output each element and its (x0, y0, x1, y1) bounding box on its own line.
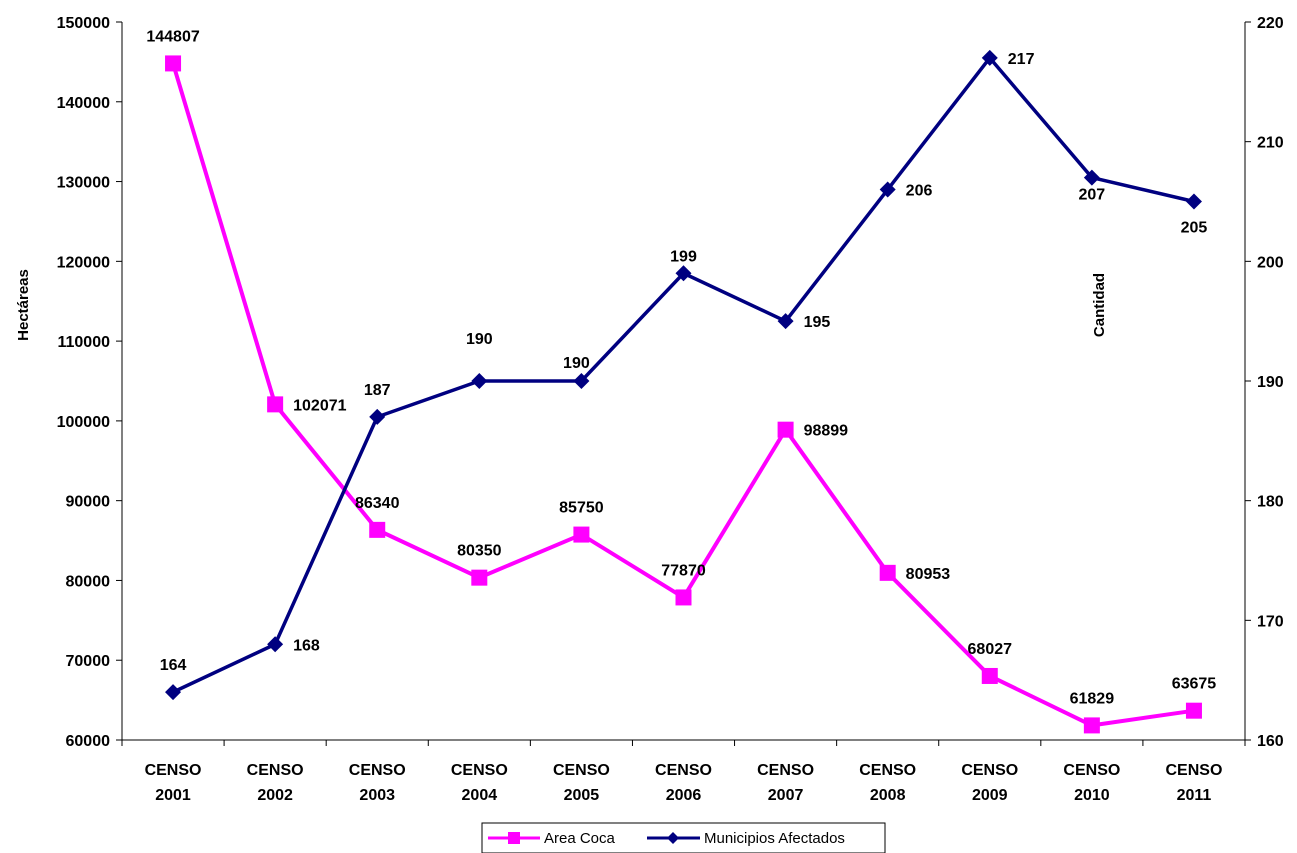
x-tick-label: CENSO (349, 762, 406, 779)
data-label-municipios: 190 (466, 331, 493, 348)
data-labels: 144807 102071 86340 80350 85750 77870 98899 809… (146, 28, 1216, 707)
x-tick-label: CENSO (553, 762, 610, 779)
x-tick-label: 2001 (155, 787, 191, 804)
legend-label-municipios: Municipios Afectados (704, 830, 845, 847)
y2-tick-label: 220 (1257, 15, 1284, 32)
data-point-municipios (879, 181, 896, 198)
y2-axis-title: Cantidad (1091, 273, 1108, 337)
data-label-area-coca: 86340 (355, 495, 400, 512)
data-point-municipios (1083, 169, 1100, 186)
data-label-municipios: 199 (670, 248, 697, 265)
axes (116, 21, 1251, 746)
data-point-area-coca (267, 396, 284, 413)
data-label-area-coca: 63675 (1172, 676, 1217, 693)
legend-marker-municipios (667, 832, 679, 844)
x-tick-label: CENSO (247, 762, 304, 779)
x-tick-label: 2008 (870, 787, 906, 804)
data-point-municipios (471, 373, 488, 389)
x-tick-label: 2007 (768, 787, 804, 804)
x-tick-label: 2005 (564, 787, 600, 804)
y-tick-label: 80000 (66, 573, 111, 590)
data-label-area-coca: 85750 (559, 500, 604, 517)
data-label-area-coca: 80953 (906, 566, 951, 583)
x-tick-label: CENSO (961, 762, 1018, 779)
data-point-municipios (777, 313, 794, 330)
data-label-area-coca: 68027 (968, 641, 1013, 658)
data-label-municipios: 168 (293, 637, 320, 654)
data-point-municipios (165, 684, 182, 701)
data-point-area-coca (675, 589, 692, 606)
y-tick-label: 70000 (66, 653, 111, 670)
y-tick-label: 130000 (57, 175, 110, 192)
series-group (165, 49, 1202, 734)
data-point-municipios (573, 373, 590, 389)
x-tick-label: CENSO (1166, 762, 1223, 779)
x-tick-label: CENSO (655, 762, 712, 779)
x-tick-label: 2004 (462, 787, 498, 804)
data-label-area-coca: 77870 (661, 562, 706, 579)
y2-tick-label: 190 (1257, 374, 1284, 391)
x-tick-label: CENSO (1063, 762, 1120, 779)
data-label-municipios: 206 (906, 183, 933, 200)
data-label-municipios: 187 (364, 382, 391, 399)
data-label-municipios: 164 (160, 657, 187, 674)
data-label-area-coca: 144807 (146, 28, 199, 45)
data-point-area-coca (471, 569, 488, 586)
data-point-area-coca (369, 521, 386, 538)
y-tick-label: 140000 (57, 95, 110, 112)
data-point-area-coca (777, 421, 794, 438)
x-tick-label: 2010 (1074, 787, 1110, 804)
y2-tick-label: 210 (1257, 135, 1284, 152)
x-tick-label: 2002 (257, 787, 293, 804)
data-point-area-coca (1185, 702, 1202, 719)
data-point-municipios (267, 636, 284, 653)
data-point-area-coca (879, 564, 896, 581)
legend-label-area-coca: Area Coca (544, 830, 616, 847)
data-point-municipios (675, 265, 692, 282)
y-axis-title: Hectáreas (15, 269, 32, 341)
data-label-area-coca: 80350 (457, 543, 502, 560)
x-tick-label: CENSO (859, 762, 916, 779)
y-tick-label: 120000 (57, 254, 110, 271)
x-tick-label: CENSO (757, 762, 814, 779)
x-tick-label: 2009 (972, 787, 1008, 804)
data-label-municipios: 207 (1079, 187, 1106, 204)
y2-tick-label: 180 (1257, 494, 1284, 511)
x-tick-label: 2006 (666, 787, 702, 804)
y-tick-label: 90000 (66, 494, 111, 511)
data-point-area-coca (1083, 717, 1100, 734)
data-label-municipios: 190 (563, 355, 590, 372)
data-point-area-coca (981, 667, 998, 684)
data-point-municipios (1185, 193, 1202, 210)
data-point-area-coca (165, 55, 182, 72)
legend: Area Coca Municipios Afectados (481, 822, 886, 853)
data-label-area-coca: 102071 (293, 397, 346, 414)
series-line-area-coca (171, 62, 1195, 728)
data-label-municipios: 195 (804, 314, 831, 331)
y-tick-label: 150000 (57, 15, 110, 32)
x-tick-label: 2011 (1177, 787, 1212, 804)
y2-tick-label: 160 (1257, 733, 1284, 750)
y-tick-label: 110000 (57, 334, 110, 351)
data-point-area-coca (573, 526, 590, 543)
data-label-area-coca: 61829 (1070, 690, 1115, 707)
x-tick-label: CENSO (145, 762, 202, 779)
y2-tick-label: 200 (1257, 254, 1284, 271)
data-point-municipios (981, 49, 998, 66)
data-label-municipios: 217 (1008, 51, 1035, 68)
data-label-area-coca: 98899 (804, 423, 849, 440)
data-point-municipios (369, 408, 386, 425)
y-tick-label: 60000 (66, 733, 111, 750)
y-tick-label: 100000 (57, 414, 110, 431)
tick-labels: 60000 70000 80000 90000 100000 110000 120000 13… (57, 15, 1284, 804)
y2-tick-label: 170 (1257, 613, 1284, 630)
x-tick-label: CENSO (451, 762, 508, 779)
x-tick-label: 2003 (359, 787, 395, 804)
legend-marker-area-coca (508, 832, 520, 844)
data-label-municipios: 205 (1181, 220, 1208, 237)
